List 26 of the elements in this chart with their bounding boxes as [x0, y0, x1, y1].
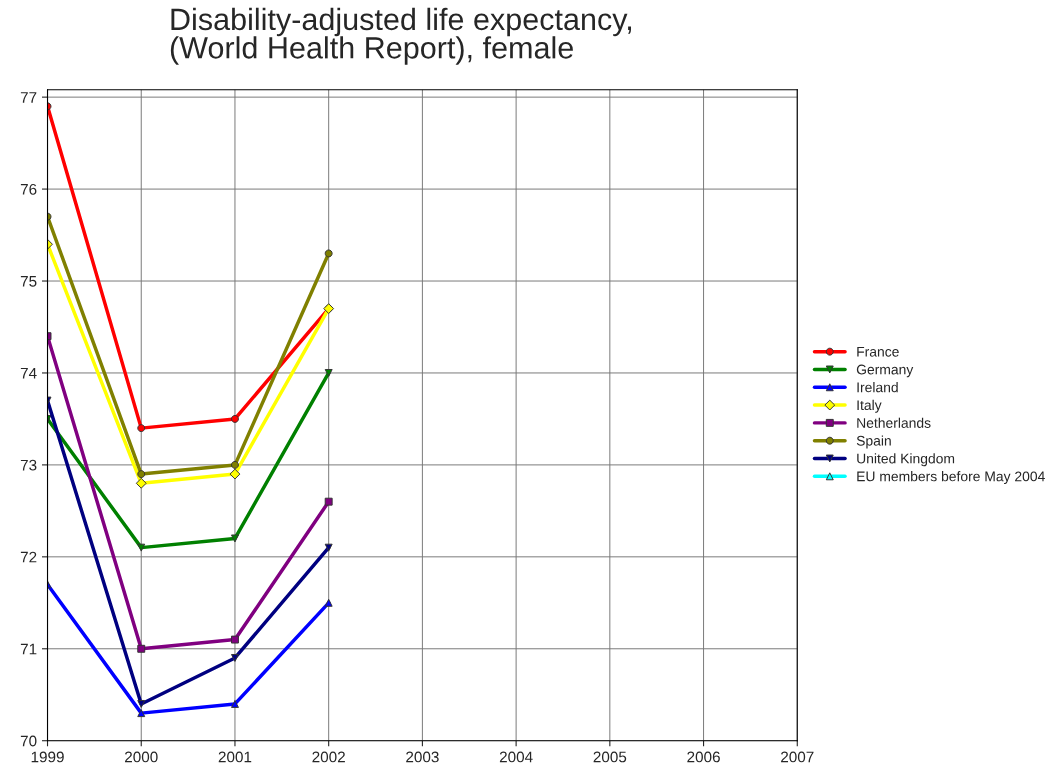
- legend-label: France: [857, 346, 899, 357]
- y-tick-label: 77: [20, 92, 37, 103]
- legend-label: Netherlands: [857, 417, 931, 428]
- y-tick-label: 72: [20, 551, 37, 563]
- y-tick-label: 76: [20, 183, 37, 195]
- x-tick-label: 1999: [31, 751, 64, 763]
- legend-label: Ireland: [857, 382, 898, 393]
- y-tick-label: 75: [20, 276, 37, 287]
- legend-label: Germany: [856, 364, 914, 378]
- legend-label: United Kingdom: [857, 453, 955, 467]
- x-tick-label: 2003: [406, 751, 439, 763]
- y-tick-label: 71: [20, 643, 37, 655]
- y-tick-label: 73: [20, 459, 37, 471]
- x-tick-label: 2004: [499, 751, 533, 763]
- y-tick-label: 74: [20, 367, 37, 379]
- legend-label: Spain: [856, 435, 891, 449]
- x-tick-label: 2007: [781, 751, 814, 763]
- legend-label: Italy: [857, 399, 882, 413]
- chart-title: Disability-adjusted life expectancy, (World Health Report), female: [170, 7, 632, 65]
- x-tick-label: 2000: [125, 751, 158, 763]
- legend-label: EU members before May 2004: [857, 471, 1045, 485]
- x-tick-label: 2005: [593, 751, 627, 763]
- x-tick-label: 2001: [218, 751, 252, 763]
- x-tick-label: 2002: [312, 751, 345, 763]
- x-tick-label: 2006: [687, 751, 720, 763]
- y-tick-label: 70: [20, 735, 37, 747]
